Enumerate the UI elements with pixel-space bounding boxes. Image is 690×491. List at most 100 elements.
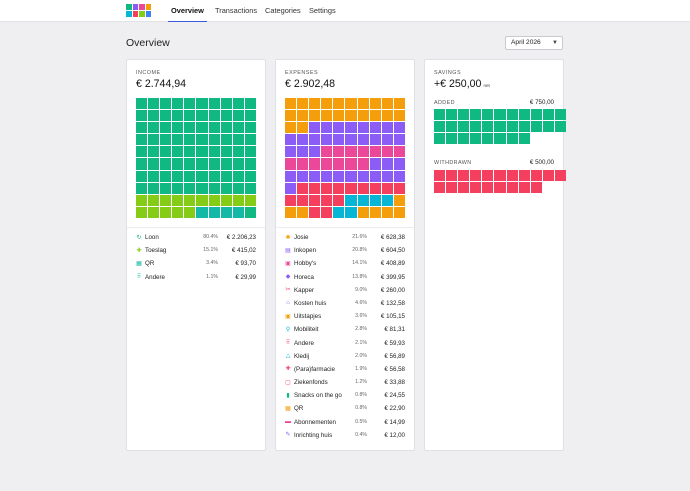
waffle-cell	[232, 182, 244, 194]
waffle-cell	[285, 182, 297, 194]
category-row[interactable]: ▮ Snacks on the go 0.8% € 24,55	[285, 389, 405, 402]
waffle-cell	[369, 98, 381, 110]
category-row[interactable]: ▣ Uitstapjes 3.6% € 105,15	[285, 310, 405, 323]
waffle-cell	[244, 110, 256, 122]
waffle-cell	[184, 182, 196, 194]
waffle-cell	[196, 134, 208, 146]
income-label: INCOME	[136, 70, 161, 76]
waffle-cell	[196, 158, 208, 170]
category-percent: 0.8%	[355, 405, 367, 412]
health-fund-icon: ▢	[285, 379, 291, 386]
waffle-cell	[518, 133, 530, 145]
category-row[interactable]: ⠿ Andere 2.1% € 59,93	[285, 337, 405, 350]
category-percent: 20.8%	[352, 247, 367, 254]
tab-transactions[interactable]: Transactions	[215, 6, 258, 15]
category-name: Kapper	[294, 286, 314, 294]
waffle-cell	[232, 194, 244, 206]
category-name: (Para)farmacie	[294, 365, 335, 373]
waffle-cell	[160, 170, 172, 182]
waffle-cell	[530, 109, 542, 121]
waffle-cell	[184, 98, 196, 110]
category-row[interactable]: ✚ Toeslag 15.1% € 415,02	[136, 244, 256, 257]
category-row[interactable]: ▤ Inkopen 20.8% € 604,50	[285, 244, 405, 257]
waffle-cell	[494, 109, 506, 121]
waffle-cell	[160, 182, 172, 194]
waffle-cell	[244, 98, 256, 110]
tab-overview[interactable]: Overview	[168, 0, 207, 22]
waffle-cell	[345, 158, 357, 170]
waffle-cell	[333, 110, 345, 122]
app-logo-icon[interactable]	[126, 4, 152, 18]
waffle-cell	[297, 110, 309, 122]
waffle-cell	[321, 98, 333, 110]
waffle-cell	[357, 206, 369, 218]
waffle-cell	[232, 170, 244, 182]
category-row[interactable]: ▢ Ziekenfonds 1.2% € 33,88	[285, 376, 405, 389]
waffle-cell	[321, 182, 333, 194]
category-row[interactable]: ▦ QR 3.4% € 93,70	[136, 257, 256, 270]
savings-card: SAVINGS +€ 250,00 net ADDED € 750,00 WITH…	[424, 59, 567, 451]
waffle-cell	[494, 133, 506, 145]
waffle-cell	[148, 206, 160, 218]
waffle-cell	[196, 182, 208, 194]
category-row[interactable]: ◆ Horeca 13.8% € 399,95	[285, 271, 405, 284]
waffle-cell	[184, 158, 196, 170]
category-row[interactable]: ✱ Josie 21.6% € 628,38	[285, 231, 405, 244]
waffle-cell	[309, 146, 321, 158]
category-row[interactable]: ✎ Inrichting huis 0.4% € 12,00	[285, 429, 405, 442]
waffle-cell	[482, 170, 494, 182]
savings-label: SAVINGS	[434, 70, 462, 76]
category-percent: 2.1%	[355, 339, 367, 346]
waffle-cell	[345, 182, 357, 194]
waffle-cell	[446, 182, 458, 194]
horeca-icon: ◆	[285, 274, 291, 281]
waffle-cell	[297, 170, 309, 182]
waffle-cell	[160, 158, 172, 170]
waffle-cell	[244, 158, 256, 170]
category-row[interactable]: ⠿ Andere 1.1% € 29,99	[136, 271, 256, 284]
waffle-cell	[220, 110, 232, 122]
waffle-cell	[321, 110, 333, 122]
waffle-cell	[148, 194, 160, 206]
category-row[interactable]: △ Kledij 2.0% € 56,89	[285, 350, 405, 363]
category-row[interactable]: ▬ Abonnementen 0.5% € 14,99	[285, 416, 405, 429]
waffle-cell	[393, 98, 405, 110]
waffle-cell	[333, 122, 345, 134]
waffle-cell	[172, 170, 184, 182]
category-name: Inkopen	[294, 247, 317, 255]
waffle-cell	[506, 121, 518, 133]
tab-settings[interactable]: Settings	[309, 6, 336, 15]
waffle-cell	[333, 182, 345, 194]
waffle-cell	[506, 182, 518, 194]
category-row[interactable]: ↻ Loon 80.4% € 2.206,23	[136, 231, 256, 244]
waffle-cell	[184, 206, 196, 218]
waffle-cell	[494, 182, 506, 194]
waffle-cell	[297, 182, 309, 194]
waffle-cell	[208, 146, 220, 158]
category-row[interactable]: ✂ Kapper 9.0% € 260,00	[285, 284, 405, 297]
category-row[interactable]: ▣ Hobby's 14.1% € 408,89	[285, 257, 405, 270]
waffle-cell	[434, 170, 446, 182]
waffle-cell	[220, 170, 232, 182]
chevron-down-icon: ▼	[552, 40, 558, 46]
sun-icon: ✱	[285, 234, 291, 241]
waffle-cell	[369, 182, 381, 194]
waffle-cell	[381, 206, 393, 218]
category-row[interactable]: ✚ (Para)farmacie 1.9% € 56,58	[285, 363, 405, 376]
category-amount: € 260,00	[380, 286, 405, 294]
waffle-cell	[393, 146, 405, 158]
waffle-cell	[357, 158, 369, 170]
waffle-cell	[172, 134, 184, 146]
month-select[interactable]: April 2026 ▼	[505, 36, 563, 50]
savings-total-value: +€ 250,00	[434, 78, 482, 90]
waffle-cell	[482, 182, 494, 194]
category-row[interactable]: ▦ QR 0.8% € 22,90	[285, 402, 405, 415]
waffle-cell	[297, 206, 309, 218]
waffle-cell	[220, 134, 232, 146]
tab-categories[interactable]: Categories	[265, 6, 301, 15]
waffle-cell	[184, 194, 196, 206]
category-row[interactable]: ⚲ Mobiliteit 2.8% € 81,31	[285, 323, 405, 336]
category-row[interactable]: ⌂ Kosten huis 4.6% € 132,58	[285, 297, 405, 310]
waffle-cell	[196, 146, 208, 158]
waffle-cell	[321, 206, 333, 218]
